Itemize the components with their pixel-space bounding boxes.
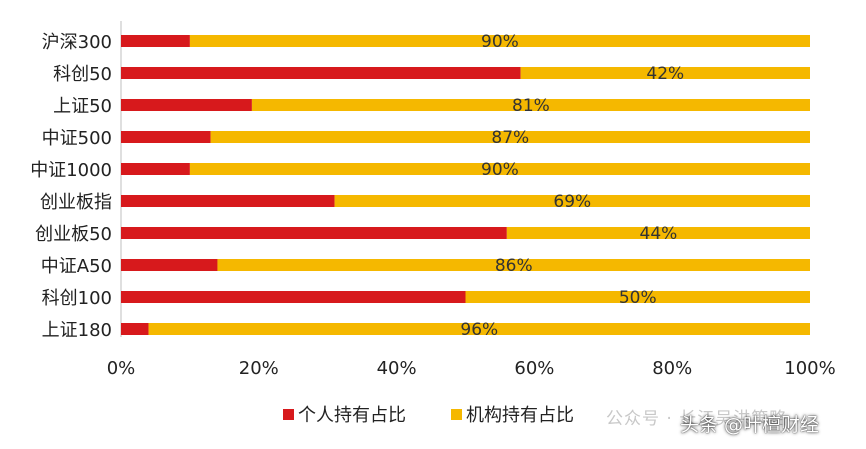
category-label: 中证A50 (41, 256, 112, 277)
legend-label: 个人持有占比 (298, 405, 406, 426)
data-label: 44% (640, 224, 678, 244)
data-label: 90% (481, 160, 519, 180)
category-label: 沪深300 (42, 32, 112, 53)
bar-institutional (520, 67, 810, 79)
data-label: 96% (460, 320, 498, 340)
legend-swatch (283, 409, 294, 420)
x-tick-label: 40% (377, 358, 417, 379)
bar-individual (121, 259, 218, 271)
data-label: 42% (646, 64, 684, 84)
legend-swatch (451, 409, 462, 420)
x-tick-label: 100% (784, 358, 835, 379)
bar-institutional (148, 323, 810, 335)
x-tick-label: 60% (514, 358, 554, 379)
category-label: 上证50 (53, 96, 112, 117)
source-label: 头条 @叶檀财经 (680, 414, 820, 436)
category-label: 科创50 (53, 64, 112, 85)
x-tick-label: 80% (652, 358, 692, 379)
bar-institutional (210, 131, 810, 143)
bar-individual (121, 99, 252, 111)
data-label: 50% (619, 288, 657, 308)
bar-individual (121, 291, 466, 303)
data-label: 86% (495, 256, 533, 276)
bar-institutional (506, 227, 810, 239)
data-label: 81% (512, 96, 550, 116)
category-label: 上证180 (42, 320, 112, 341)
bar-institutional (189, 163, 810, 175)
bar-individual (121, 163, 190, 175)
category-label: 创业板50 (35, 224, 112, 245)
bar-individual (121, 195, 335, 207)
watermark: 公众号 · 长江吴洪策略 (606, 409, 788, 429)
bar-institutional (465, 291, 810, 303)
category-label: 中证500 (42, 128, 112, 149)
data-label: 90% (481, 32, 519, 52)
bar-institutional (217, 259, 810, 271)
x-tick-label: 20% (239, 358, 279, 379)
data-label: 69% (553, 192, 591, 212)
category-label: 中证1000 (30, 160, 112, 181)
category-label: 科创100 (42, 288, 112, 309)
legend-label: 机构持有占比 (466, 405, 574, 426)
category-label: 创业板指 (40, 192, 112, 213)
data-label: 87% (491, 128, 529, 148)
bar-institutional (334, 195, 810, 207)
x-tick-label: 0% (107, 358, 136, 379)
bar-individual (121, 323, 149, 335)
bar-individual (121, 67, 521, 79)
bar-individual (121, 131, 211, 143)
bar-institutional (189, 35, 810, 47)
bar-institutional (251, 99, 810, 111)
bar-individual (121, 227, 507, 239)
bar-individual (121, 35, 190, 47)
